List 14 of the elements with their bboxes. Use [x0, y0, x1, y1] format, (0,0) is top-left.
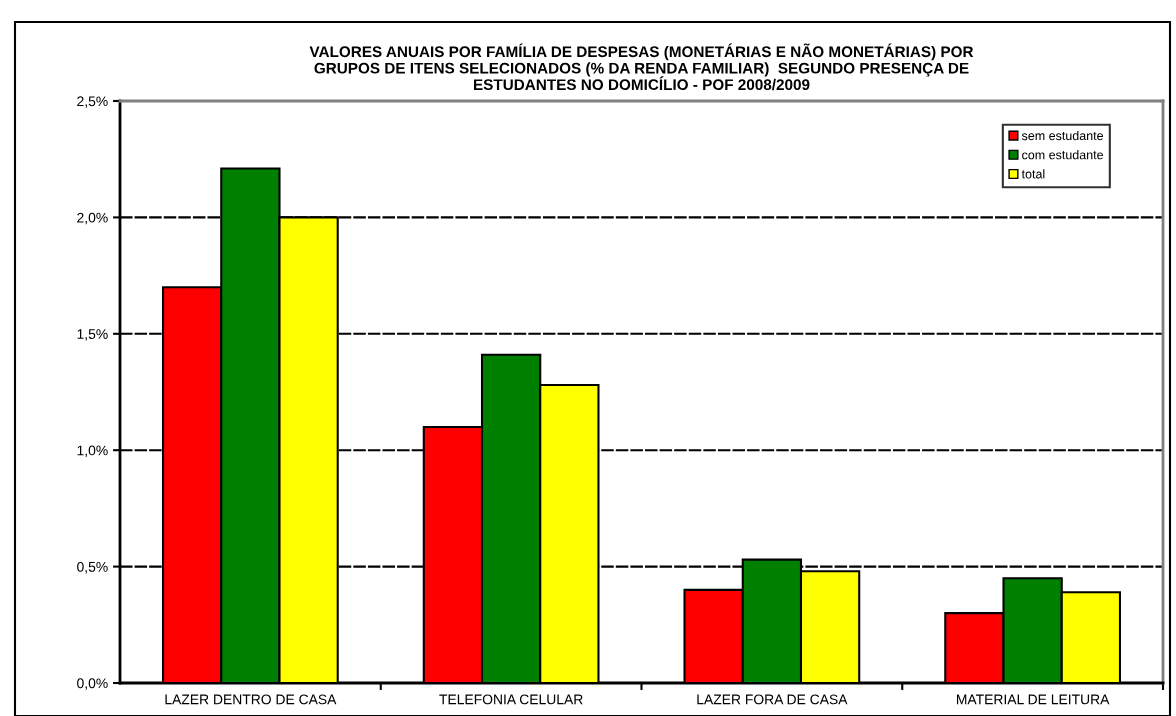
y-tick-label: 0,5% — [77, 561, 108, 574]
x-tick-label: LAZER FORA DE CASA — [697, 694, 848, 705]
legend-label: total — [1021, 169, 1045, 179]
y-tick-label: 2,5% — [77, 96, 108, 108]
y-tick-label: 1,0% — [77, 445, 108, 458]
y-tick-label: 2,0% — [77, 212, 108, 225]
y-tick-label: 1,5% — [77, 329, 108, 341]
legend-label: sem estudante — [1021, 130, 1104, 141]
x-tick-label: MATERIAL DE LEITURA — [956, 694, 1110, 705]
legend-label: com estudante — [1022, 150, 1104, 160]
x-tick-label: TELEFONIA CELULAR — [439, 694, 583, 705]
chart-title: VALORES ANUAIS POR FAMÍLIA DE DESPESAS (MONETÁRIAS E NÃO MONETÁRIAS) POR GRUPOS DE ITENS SELECIONADOS (% DA RENDA FAMILIAR) SEGUNDO PRESENÇA DE ESTUDANTES NO DOMICÍLIO - POF 2008/2009 — [309, 43, 974, 91]
x-tick-label: LAZER DENTRO DE CASA — [165, 694, 337, 705]
y-tick-label: 0,0% — [77, 678, 108, 690]
